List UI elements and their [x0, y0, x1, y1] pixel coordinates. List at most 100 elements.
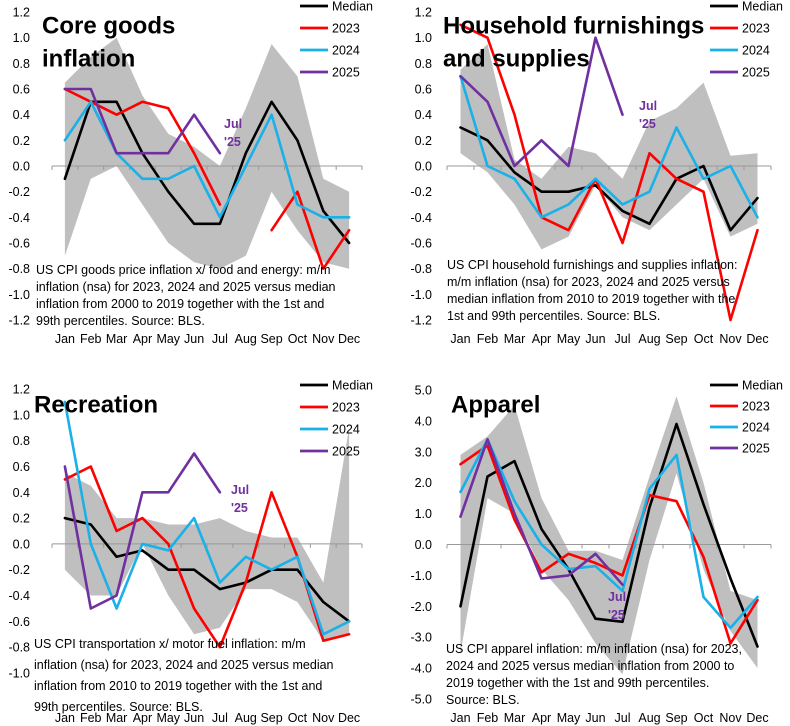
y-tick-label: 1.0: [415, 31, 432, 45]
legend-label-median: Median: [742, 379, 783, 393]
x-tick-label: Oct: [694, 332, 714, 346]
panel-core-goods: 1.2 1.0 0.8 0.6 0.4 0.2 0.0 -0.2 -0.4 -0.6 -0.8 -1.…: [8, 0, 373, 346]
x-tick-label: Jun: [585, 332, 605, 346]
x-tick-label: Jun: [184, 332, 204, 346]
chart-caption-line: US CPI goods price inflation x/ food and…: [36, 263, 331, 277]
x-tick-label: Mar: [504, 332, 526, 346]
y-tick-label: -3.0: [410, 631, 432, 645]
x-tick-label: Jul: [212, 332, 228, 346]
y-tick-label: -1.0: [410, 569, 432, 583]
x-tick-label: Jul: [615, 711, 631, 725]
y-tick-label: 0.4: [13, 486, 30, 500]
y-tick-label: 0.4: [415, 108, 432, 122]
x-tick-label: May: [557, 711, 581, 725]
y-tick-label: -0.8: [8, 641, 30, 655]
chart-caption-line: 2019 together with the 1st and 99th perc…: [446, 676, 709, 690]
y-tick-label: 0.0: [415, 538, 432, 552]
percentile-band: [460, 396, 758, 675]
x-tick-label: Oct: [288, 711, 308, 725]
chart-caption-line: US CPI household furnishings and supplie…: [447, 258, 737, 272]
chart-caption-line: 2024 and 2025 versus median inflation fr…: [446, 659, 734, 673]
chart-caption-line: Source: BLS.: [446, 693, 520, 707]
x-tick-label: Feb: [477, 332, 499, 346]
chart-caption-line: inflation (nsa) for 2023, 2024 and 2025 …: [36, 280, 336, 294]
legend-label-median: Median: [332, 0, 373, 14]
legend-label-2023: 2023: [742, 400, 770, 414]
legend-label-median: Median: [332, 379, 373, 393]
y-tick-label: 1.2: [13, 383, 30, 397]
y-tick-label: 0.2: [13, 512, 30, 526]
legend-label-2024: 2024: [742, 44, 770, 58]
y-tick-label: 0.6: [13, 460, 30, 474]
chart-caption-line: US CPI transportation x/ motor fuel infl…: [34, 637, 306, 651]
legend-label-2025: 2025: [742, 66, 770, 80]
y-tick-label: -4.0: [410, 662, 432, 676]
y-tick-label: 1.0: [415, 507, 432, 521]
y-tick-label: 0.2: [13, 134, 30, 148]
x-tick-label: Aug: [638, 332, 660, 346]
legend-label-2023: 2023: [742, 22, 770, 36]
annotation-jul-25: '25: [224, 135, 241, 149]
x-tick-label: Jan: [450, 332, 470, 346]
legend-label-2025: 2025: [332, 66, 360, 80]
y-tick-label: 0.8: [415, 57, 432, 71]
x-tick-label: Mar: [106, 711, 128, 725]
x-tick-label: Feb: [80, 711, 102, 725]
panel-household-furnishings: 1.2 1.0 0.8 0.6 0.4 0.2 0.0 -0.2 -0.4 -0.6 -0.8 -1.…: [410, 0, 783, 346]
x-tick-label: Sep: [665, 711, 687, 725]
y-tick-label: -0.6: [8, 237, 30, 251]
legend-label-2023: 2023: [332, 401, 360, 415]
y-tick-label: -1.2: [8, 314, 30, 328]
percentile-band: [64, 37, 350, 269]
y-tick-label: -0.2: [410, 185, 432, 199]
chart-caption-line: inflation from 2000 to 2019 together wit…: [36, 297, 324, 311]
legend-label-2024: 2024: [332, 423, 360, 437]
y-tick-label: -5.0: [410, 693, 432, 707]
chart-caption-line: inflation (nsa) for 2023, 2024 and 2025 …: [34, 658, 334, 672]
x-tick-label: Sep: [665, 332, 687, 346]
y-tick-label: 0.6: [415, 83, 432, 97]
annotation-jul-25: Jul: [224, 117, 242, 131]
y-tick-label: 5.0: [415, 384, 432, 398]
series-line-2025: [459, 36, 624, 168]
y-tick-label: -0.8: [8, 262, 30, 276]
series-line-2025: [63, 452, 222, 610]
x-tick-label: Mar: [504, 711, 526, 725]
annotation-jul-25: Jul: [608, 590, 626, 604]
x-tick-label: Dec: [338, 332, 360, 346]
y-tick-label: -0.4: [410, 211, 432, 225]
y-tick-label: -1.0: [410, 288, 432, 302]
legend-label-2024: 2024: [742, 421, 770, 435]
y-tick-label: 2.0: [415, 476, 432, 490]
chart-title: Recreation: [34, 391, 158, 418]
y-tick-label: 0.8: [13, 57, 30, 71]
chart-title: inflation: [42, 45, 135, 72]
series-line-median: [459, 422, 759, 648]
chart-title: Apparel: [451, 391, 540, 418]
chart-caption-line: m/m inflation (nsa) for 2023, 2024 and 2…: [447, 275, 730, 289]
annotation-jul-25: '25: [231, 501, 248, 515]
legend-label-2024: 2024: [332, 44, 360, 58]
x-tick-label: Aug: [638, 711, 660, 725]
annotation-jul-25: '25: [608, 608, 625, 622]
x-tick-label: Jun: [585, 711, 605, 725]
series-line-2024: [459, 438, 759, 630]
y-tick-label: -0.6: [410, 237, 432, 251]
x-tick-label: Mar: [106, 332, 128, 346]
annotation-jul-25: Jul: [639, 99, 657, 113]
y-tick-label: 1.0: [13, 31, 30, 45]
y-tick-label: 3.0: [415, 445, 432, 459]
x-tick-label: Sep: [260, 711, 282, 725]
x-tick-label: May: [156, 711, 180, 725]
chart-caption-line: US CPI apparel inflation: m/m inflation …: [446, 642, 742, 656]
x-tick-label: Dec: [746, 711, 768, 725]
chart-caption-line: 1st and 99th percentiles. Source: BLS.: [447, 309, 660, 323]
y-tick-label: -0.2: [8, 563, 30, 577]
x-tick-label: Sep: [260, 332, 282, 346]
chart-title: Household furnishings: [443, 12, 704, 39]
panel-recreation: 1.2 1.0 0.8 0.6 0.4 0.2 0.0 -0.2 -0.4 -0.6 -0.8 -1.…: [8, 379, 373, 726]
y-tick-label: -0.4: [8, 589, 30, 603]
x-tick-label: Jan: [55, 711, 75, 725]
y-tick-label: 0.0: [415, 160, 432, 174]
